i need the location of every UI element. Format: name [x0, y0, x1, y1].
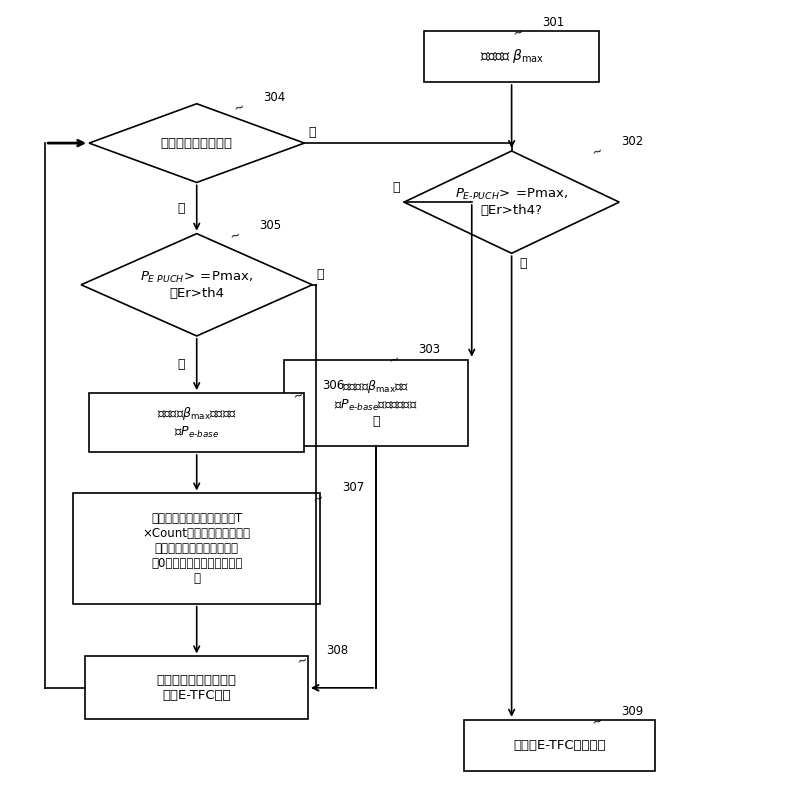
FancyBboxPatch shape [464, 720, 655, 771]
Text: 305: 305 [259, 220, 281, 232]
FancyBboxPatch shape [85, 656, 308, 720]
Polygon shape [81, 234, 312, 336]
Text: ~: ~ [590, 144, 605, 160]
Text: ~: ~ [311, 491, 326, 506]
Text: 更新变量$\beta_{\mathrm{max}}$，增
大$P_{e\text{-}base}$；启动惩罚周
期: 更新变量$\beta_{\mathrm{max}}$，增 大$P_{e\text… [334, 378, 418, 427]
Text: 更新变量$\beta_{\mathrm{max}}$，并且增
大$P_{e\text{-}base}$: 更新变量$\beta_{\mathrm{max}}$，并且增 大$P_{e\te… [157, 405, 237, 440]
Text: 是: 是 [178, 201, 185, 215]
Text: 306: 306 [322, 379, 345, 392]
Text: 307: 307 [342, 481, 365, 495]
Text: 301: 301 [542, 16, 564, 29]
Text: 309: 309 [622, 705, 644, 718]
Text: ~: ~ [590, 714, 605, 730]
Text: $P_{E\text{-}PUCH}\!>=\!$Pmax,
且Er>th4?: $P_{E\text{-}PUCH}\!>=\!$Pmax, 且Er>th4? [455, 187, 568, 217]
Text: 是否在惩罚周期内？: 是否在惩罚周期内？ [161, 137, 233, 149]
Text: 正常的E-TFC选择过程: 正常的E-TFC选择过程 [513, 739, 606, 752]
Text: ~: ~ [228, 228, 242, 244]
FancyBboxPatch shape [424, 31, 599, 82]
Text: 定义变量 $\beta_{\mathrm{max}}$: 定义变量 $\beta_{\mathrm{max}}$ [479, 47, 544, 66]
FancyBboxPatch shape [73, 494, 320, 604]
Text: ~: ~ [387, 352, 402, 367]
Text: 是: 是 [178, 358, 185, 371]
Text: ~: ~ [232, 100, 246, 115]
Text: 否: 否 [519, 258, 527, 270]
Text: 是: 是 [393, 181, 400, 194]
Text: ~: ~ [291, 388, 306, 404]
Polygon shape [89, 103, 304, 182]
FancyBboxPatch shape [89, 393, 304, 452]
Text: 否: 否 [316, 268, 324, 281]
Text: 304: 304 [263, 91, 285, 104]
Text: $P_{E\ PUCH}\!>=\!$Pmax,
且Er>th4: $P_{E\ PUCH}\!>=\!$Pmax, 且Er>th4 [140, 269, 254, 300]
FancyBboxPatch shape [285, 359, 468, 446]
Text: ~: ~ [295, 653, 310, 669]
Text: 302: 302 [622, 135, 644, 148]
Text: 303: 303 [418, 343, 441, 356]
Text: 否: 否 [308, 126, 316, 139]
Text: 308: 308 [326, 645, 349, 657]
Text: ~: ~ [511, 25, 525, 41]
Text: 重新启动惩罚周期，长度为T
×Count，重新统计误码率，
正在进行的惩罚周期内参数
清0；或者不重新启动惩罚周
期: 重新启动惩罚周期，长度为T ×Count，重新统计误码率， 正在进行的惩罚周期内… [142, 512, 250, 585]
Polygon shape [404, 151, 619, 254]
Text: 惩罚周期内，终端进行
特殊E-TFC选择: 惩罚周期内，终端进行 特殊E-TFC选择 [157, 674, 237, 702]
